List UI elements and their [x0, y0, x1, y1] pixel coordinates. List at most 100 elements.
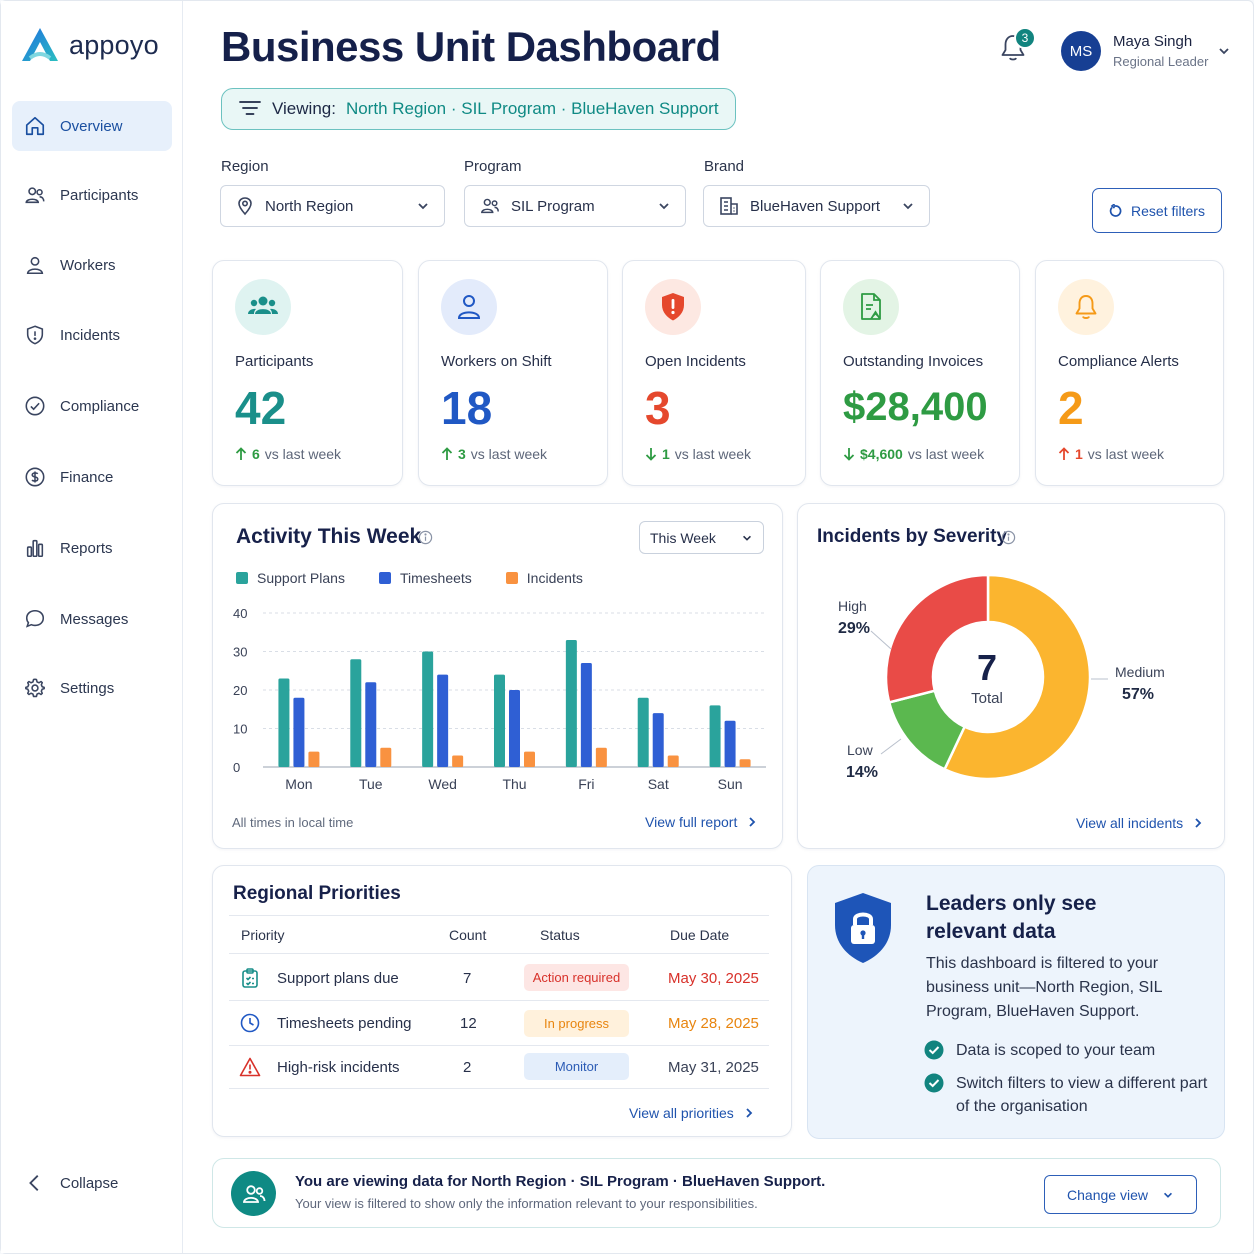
kpi-label: Open Incidents [645, 353, 746, 370]
divider [229, 1045, 769, 1046]
kpi-card-participants[interactable]: Participants 42 6 vs last week [212, 260, 403, 486]
collapse-button[interactable]: Collapse [12, 1158, 172, 1208]
bar-chart-icon [26, 539, 44, 558]
viewing-scope-pill[interactable]: Viewing: North Region · SIL Program · Bl… [221, 88, 736, 130]
sidebar-item-label: Overview [60, 117, 123, 135]
kpi-label: Participants [235, 353, 314, 370]
brand-logo[interactable]: appoyo [19, 25, 159, 65]
view-full-report-link[interactable]: View full report [645, 814, 757, 830]
bar-incidents [524, 751, 535, 767]
collapse-label: Collapse [60, 1174, 119, 1192]
region-label: Region [221, 158, 269, 175]
check-circle-icon [25, 396, 45, 416]
info-icon[interactable] [418, 530, 433, 545]
sidebar-item-workers[interactable]: Workers [12, 240, 172, 290]
priority-due-date: May 30, 2025 [668, 970, 759, 987]
brand-select[interactable]: BlueHaven Support [703, 185, 930, 227]
kpi-delta-value: 1 [1075, 446, 1083, 462]
kpi-delta-value: $4,600 [860, 446, 903, 462]
region-select[interactable]: North Region [220, 185, 445, 227]
sidebar-item-incidents[interactable]: Incidents [12, 310, 172, 360]
user-name[interactable]: Maya Singh [1113, 33, 1193, 50]
check-circle-icon [924, 1073, 944, 1093]
reset-filters-button[interactable]: Reset filters [1092, 188, 1222, 233]
filter-icon [239, 101, 261, 115]
status-badge: Monitor [524, 1053, 629, 1080]
kpi-card-open-incidents[interactable]: Open Incidents 3 1 vs last week [622, 260, 806, 486]
bar-incidents [452, 755, 464, 767]
program-label: Program [464, 158, 522, 175]
sidebar-item-participants[interactable]: Participants [12, 170, 172, 220]
sidebar-item-label: Compliance [60, 397, 140, 415]
banner-subtitle: Your view is filtered to show only the i… [295, 1196, 758, 1211]
arrow-up-icon [1058, 447, 1070, 460]
kpi-card-outstanding-invoices[interactable]: Outstanding Invoices $28,400 $4,600 vs l… [820, 260, 1020, 486]
arrow-down-icon [843, 448, 855, 461]
sidebar-item-label: Reports [60, 539, 113, 557]
sidebar-item-reports[interactable]: Reports [12, 523, 172, 573]
donut-pct-low: 14% [846, 764, 879, 781]
change-view-label: Change view [1067, 1186, 1148, 1203]
priorities-card [212, 865, 792, 1137]
kpi-card-compliance-alerts[interactable]: Compliance Alerts 2 1 vs last week [1035, 260, 1224, 486]
users-icon [481, 198, 499, 214]
kpi-card-workers-on-shift[interactable]: Workers on Shift 18 3 vs last week [418, 260, 608, 486]
avatar[interactable]: MS [1061, 31, 1101, 71]
priority-count: 7 [463, 970, 472, 987]
appoyo-logo-icon [22, 28, 58, 61]
bar-timesheets [365, 682, 377, 767]
brand-label: Brand [704, 158, 745, 175]
kpi-delta: 1 vs last week [1058, 446, 1164, 462]
period-select[interactable]: This Week [639, 521, 764, 554]
sidebar-item-settings[interactable]: Settings [12, 663, 172, 713]
column-header-due-date: Due Date [670, 927, 730, 943]
sidebar-item-compliance[interactable]: Compliance [12, 381, 172, 431]
view-all-incidents-link[interactable]: View all incidents [1076, 815, 1203, 831]
legend-swatch [505, 572, 518, 584]
kpi-value: $28,400 [843, 385, 988, 429]
sidebar: appoyo Overview Participants Workers Inc… [1, 1, 183, 1253]
leaders-title-line: Leaders only see [926, 892, 1097, 915]
change-view-button[interactable]: Change view [1044, 1175, 1197, 1214]
chat-bubble-icon [25, 609, 45, 628]
kpi-icon-bg [1058, 279, 1114, 335]
legend-item: Support Plans [236, 570, 345, 586]
chevron-down-icon[interactable] [1217, 44, 1231, 58]
users-icon [25, 187, 45, 204]
kpi-delta: 6 vs last week [235, 446, 341, 462]
sidebar-item-messages[interactable]: Messages [12, 594, 172, 644]
invoice-document-icon [861, 293, 881, 320]
legend-item: Timesheets [378, 570, 472, 586]
kpi-label: Compliance Alerts [1058, 353, 1179, 370]
warning-triangle-icon [239, 1057, 261, 1077]
program-select[interactable]: SIL Program [464, 185, 686, 227]
info-icon[interactable] [1001, 530, 1016, 545]
kpi-label: Outstanding Invoices [843, 353, 984, 370]
priority-count: 12 [460, 1015, 477, 1032]
bar-support-plans [494, 674, 505, 767]
kpi-icon-bg [843, 279, 899, 335]
legend-label: Support Plans [257, 570, 345, 586]
donut-total-label: Total [971, 690, 1003, 707]
notification-count-badge: 3 [1014, 27, 1036, 49]
view-all-priorities-link[interactable]: View all priorities [629, 1105, 754, 1121]
x-tick-label: Wed [428, 776, 457, 792]
severity-donut-chart [870, 573, 1108, 781]
gear-icon [25, 678, 45, 698]
kpi-delta-value: 6 [252, 446, 260, 462]
y-tick-label: 40 [233, 606, 247, 621]
banner-title: You are viewing data for North Region · … [295, 1173, 826, 1190]
bar-timesheets [652, 713, 664, 767]
sidebar-item-overview[interactable]: Overview [12, 101, 172, 151]
bar-timesheets [437, 674, 449, 767]
divider [229, 1000, 769, 1001]
page-title: Business Unit Dashboard [221, 23, 721, 70]
legend-label: Incidents [526, 570, 583, 586]
sidebar-item-finance[interactable]: Finance [12, 452, 172, 502]
period-value: This Week [650, 529, 716, 546]
sidebar-item-label: Workers [60, 256, 116, 274]
bell-icon [1075, 295, 1097, 319]
priority-name: Support plans due [277, 970, 399, 987]
reset-filters-label: Reset filters [1131, 202, 1205, 219]
